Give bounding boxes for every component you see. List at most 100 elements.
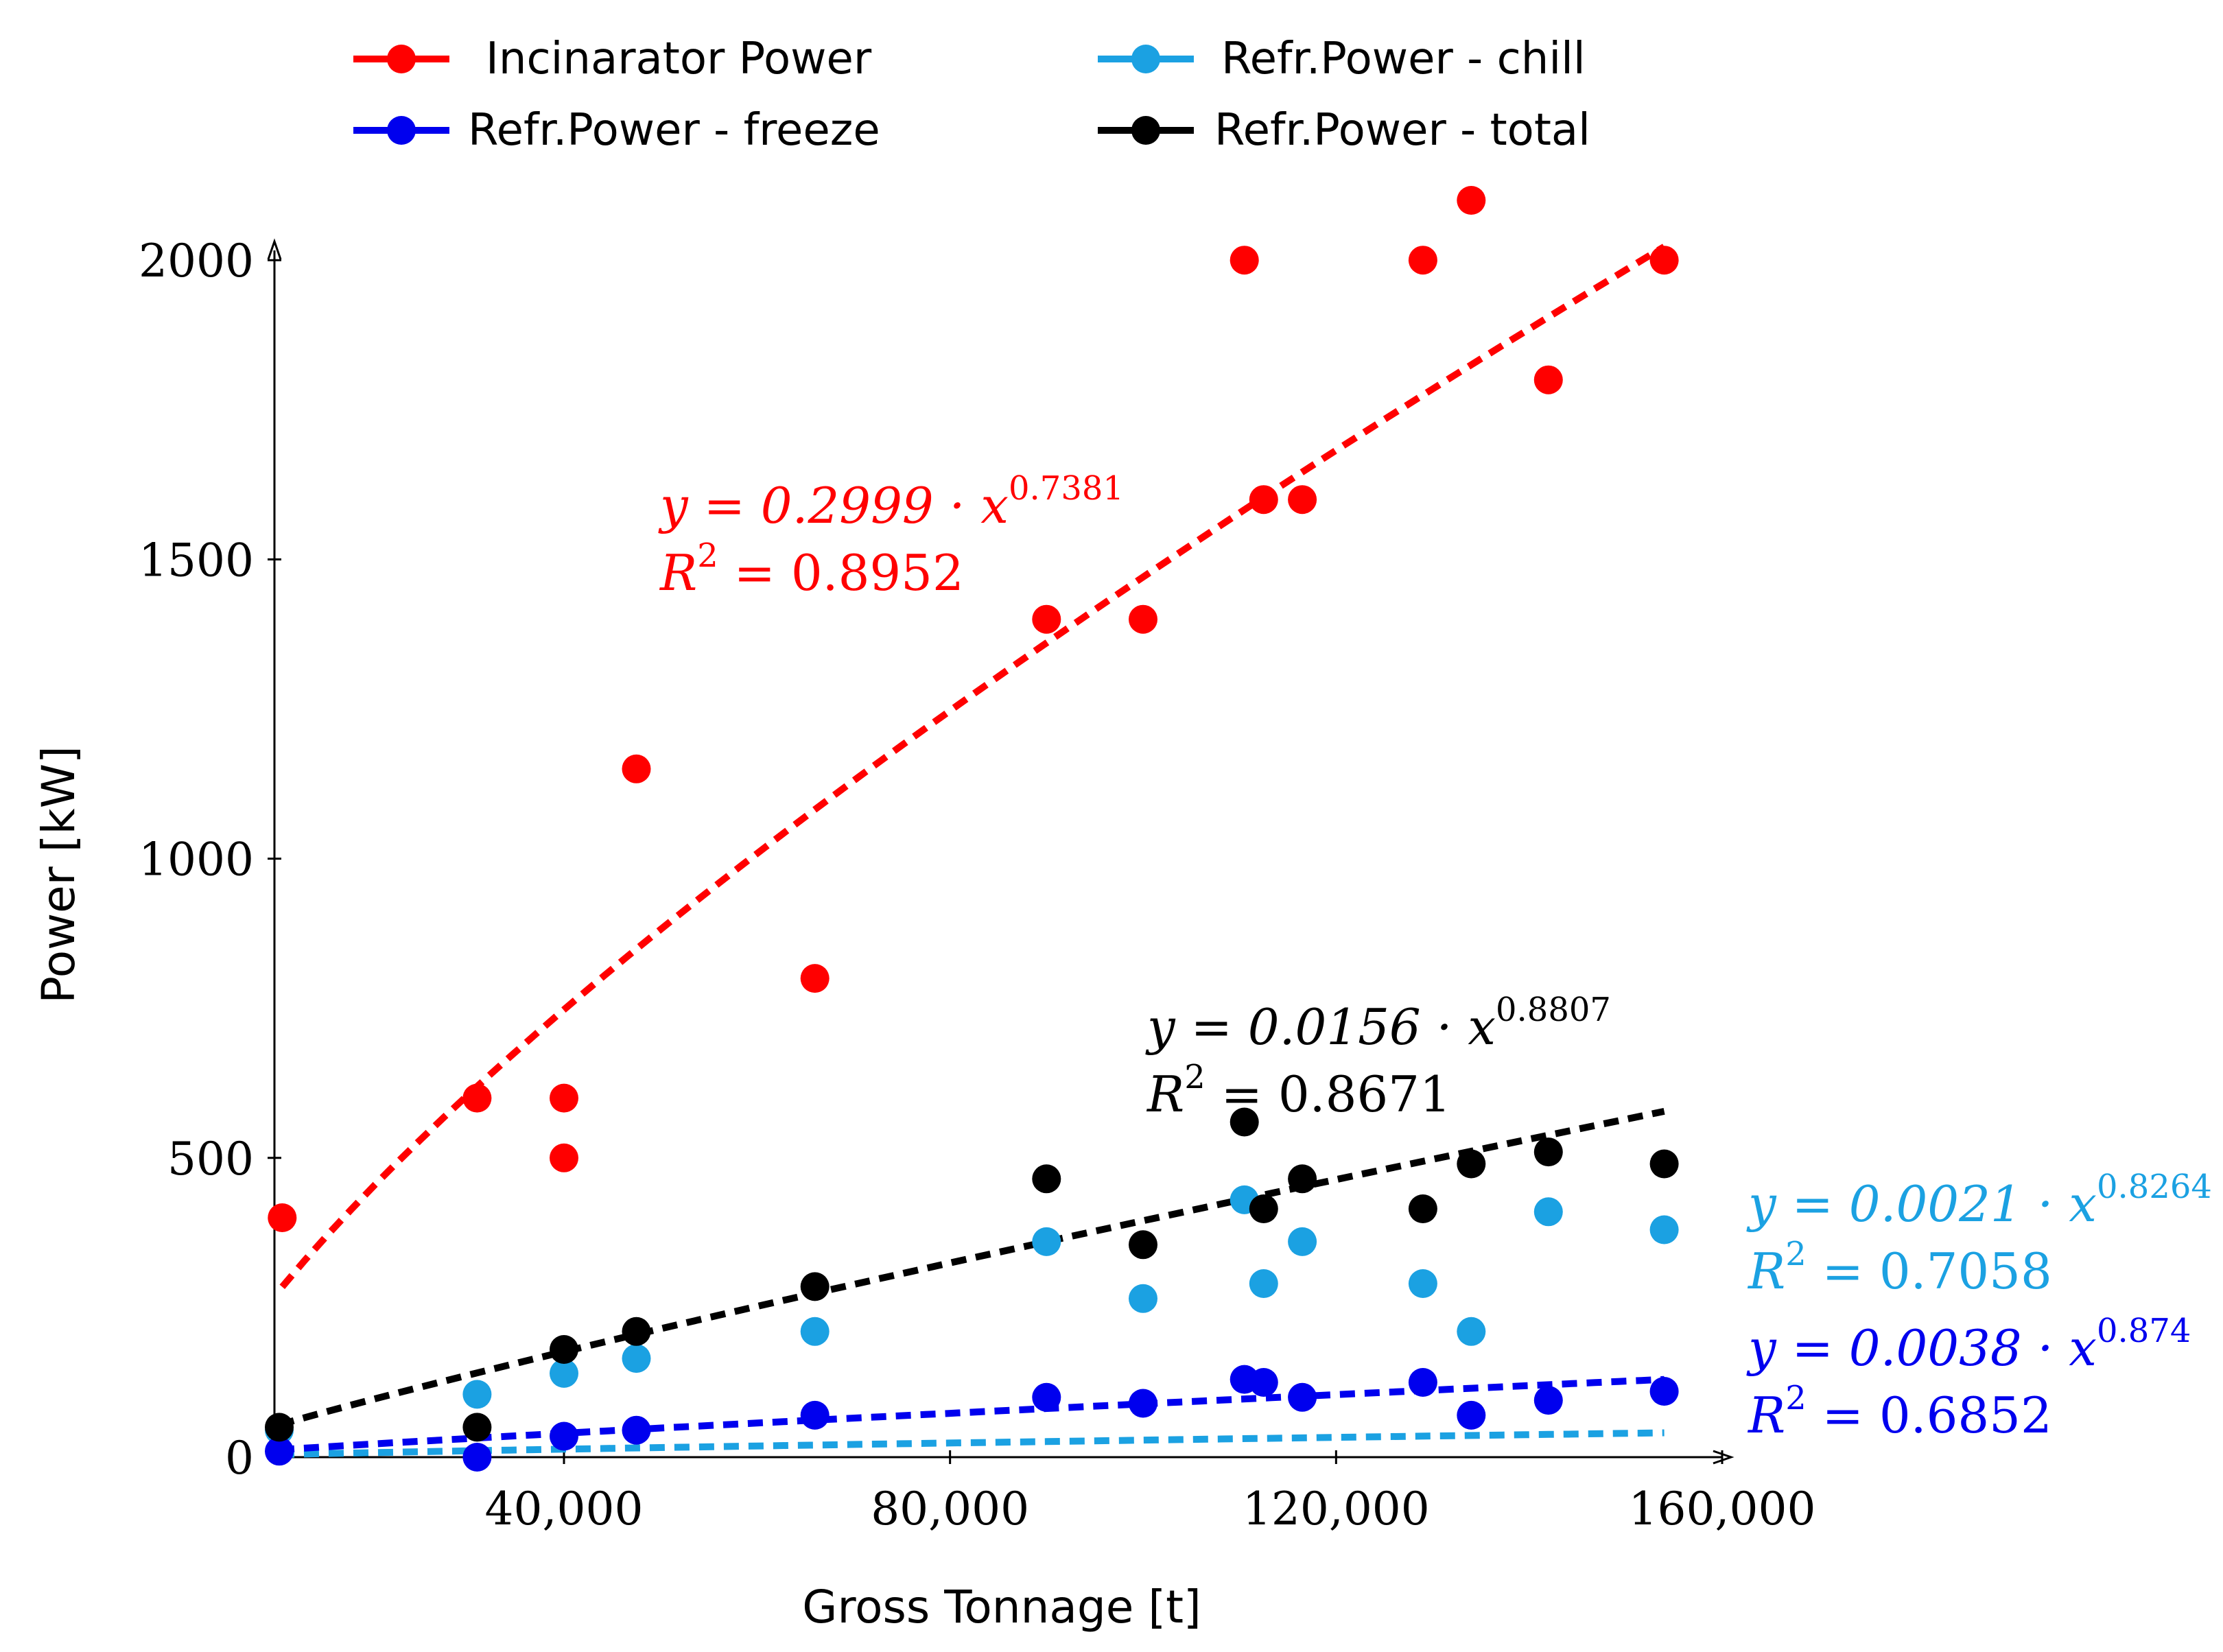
annotation-total: y = 0.0156 · x0.8807 R2 = 0.8671 xyxy=(1145,991,1611,1123)
annotation-incinerator: y = 0.2999 · x0.7381 R2 = 0.8952 xyxy=(658,469,1124,602)
y-tick-label: 1000 xyxy=(139,834,254,886)
point-incinerator xyxy=(1649,246,1679,275)
point-incinerator xyxy=(1288,485,1317,515)
fit-line-freeze xyxy=(279,1376,1665,1454)
y-tick-label: 0 xyxy=(225,1432,254,1485)
fit-line-incinerator xyxy=(279,244,1667,1290)
x-axis-arrow xyxy=(1713,1450,1734,1465)
y-tick-label: 500 xyxy=(167,1133,254,1185)
point-total xyxy=(1129,1230,1157,1260)
point-chill xyxy=(1129,1284,1157,1313)
point-total xyxy=(462,1413,492,1442)
point-incinerator xyxy=(1032,604,1061,634)
point-freeze xyxy=(1408,1368,1437,1397)
fit-line-chill xyxy=(279,1429,1665,1459)
point-total xyxy=(1032,1164,1061,1194)
point-incinerator xyxy=(1533,365,1563,394)
legend-entry-total: Refr.Power - total xyxy=(1098,105,1590,156)
point-total xyxy=(1288,1164,1317,1194)
legend-label-incinerator: Incinarator Power xyxy=(486,34,872,84)
point-freeze xyxy=(1457,1400,1486,1430)
equation-incinerator: y = 0.2999 · x0.7381 xyxy=(658,469,1124,534)
point-total xyxy=(1533,1137,1563,1167)
legend-label-freeze: Refr.Power - freeze xyxy=(468,105,880,156)
point-incinerator xyxy=(1457,186,1486,215)
legend-entry-chill: Refr.Power - chill xyxy=(1098,34,1586,84)
point-freeze xyxy=(265,1437,294,1466)
point-freeze xyxy=(550,1421,578,1451)
legend-entry-incinerator: Incinarator Power xyxy=(353,34,872,84)
point-chill xyxy=(462,1380,492,1409)
equation-total: y = 0.0156 · x0.8807 xyxy=(1145,991,1611,1056)
annotation-freeze: y = 0.0038 · x0.874 R2 = 0.6852 xyxy=(1746,1312,2191,1444)
x-tick-label: 160,000 xyxy=(1629,1483,1816,1535)
point-total xyxy=(1457,1149,1486,1179)
x-tick-label: 120,000 xyxy=(1243,1483,1430,1535)
legend-entry-freeze: Refr.Power - freeze xyxy=(353,105,880,156)
point-freeze xyxy=(462,1443,492,1472)
ticks: 40,000 80,000 120,000 160,000 0 500 1000 1500 20… xyxy=(139,235,1815,1535)
point-freeze xyxy=(1288,1382,1317,1412)
point-freeze xyxy=(1533,1386,1563,1415)
point-freeze xyxy=(800,1400,830,1430)
point-freeze xyxy=(1649,1377,1679,1406)
point-incinerator xyxy=(1129,604,1157,634)
r2-freeze: R2 = 0.6852 xyxy=(1747,1379,2052,1444)
point-chill xyxy=(622,1344,651,1373)
point-incinerator xyxy=(550,1143,578,1172)
axes xyxy=(267,238,1734,1465)
legend-label-total: Refr.Power - total xyxy=(1214,105,1590,156)
point-chill xyxy=(1032,1227,1061,1256)
legend-marker-incinerator xyxy=(387,45,416,73)
y-tick-label: 2000 xyxy=(139,235,254,287)
y-axis-label: Power [kW] xyxy=(32,746,85,1004)
r2-total: R2 = 0.8671 xyxy=(1146,1058,1451,1123)
point-chill xyxy=(1288,1227,1317,1256)
x-tick-label: 40,000 xyxy=(485,1483,644,1535)
point-chill xyxy=(1457,1317,1486,1346)
point-incinerator xyxy=(1249,485,1278,515)
point-freeze xyxy=(622,1415,651,1445)
r2-incinerator: R2 = 0.8952 xyxy=(659,536,964,602)
point-incinerator xyxy=(462,1083,492,1113)
point-total xyxy=(622,1317,651,1346)
point-total xyxy=(1230,1107,1259,1137)
point-incinerator xyxy=(550,1083,578,1113)
fit-line-total xyxy=(278,1108,1665,1428)
y-axis-arrow xyxy=(267,238,282,260)
point-total xyxy=(800,1272,830,1301)
point-chill xyxy=(1533,1197,1563,1227)
point-total xyxy=(1649,1149,1679,1179)
point-total xyxy=(1249,1194,1278,1223)
point-chill xyxy=(800,1317,830,1346)
point-total xyxy=(265,1413,294,1442)
point-incinerator xyxy=(268,1203,297,1232)
y-tick-label: 1500 xyxy=(139,534,254,587)
point-freeze xyxy=(1032,1382,1061,1412)
data-points xyxy=(265,186,1679,1472)
point-chill xyxy=(1649,1215,1679,1244)
legend-marker-freeze xyxy=(387,116,416,145)
point-chill xyxy=(1408,1269,1437,1298)
point-incinerator xyxy=(622,754,651,783)
legend-label-chill: Refr.Power - chill xyxy=(1221,34,1586,84)
point-freeze xyxy=(1249,1368,1278,1397)
point-incinerator xyxy=(1230,246,1259,275)
equation-freeze: y = 0.0038 · x0.874 xyxy=(1746,1312,2191,1377)
equation-chill: y = 0.0021 · x0.8264 xyxy=(1746,1168,2212,1233)
point-incinerator xyxy=(1408,246,1437,275)
point-total xyxy=(550,1335,578,1364)
x-axis-label: Gross Tonnage [t] xyxy=(802,1581,1201,1633)
point-total xyxy=(1408,1194,1437,1223)
point-incinerator xyxy=(800,964,830,993)
legend-marker-total xyxy=(1131,116,1160,145)
point-chill xyxy=(1249,1269,1278,1298)
point-chill xyxy=(550,1358,578,1388)
annotation-chill: y = 0.0021 · x0.8264 R2 = 0.7058 xyxy=(1746,1168,2212,1300)
r2-chill: R2 = 0.7058 xyxy=(1747,1235,2052,1300)
x-tick-label: 80,000 xyxy=(871,1483,1029,1535)
legend: Incinarator Power Refr.Power - chill Ref… xyxy=(353,34,1590,156)
point-freeze xyxy=(1129,1389,1157,1418)
fit-lines xyxy=(278,244,1667,1459)
